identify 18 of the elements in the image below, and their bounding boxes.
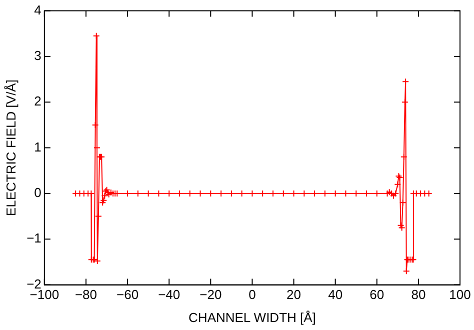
- x-tick-label: 60: [370, 287, 384, 302]
- x-tick-label: 20: [286, 287, 302, 302]
- y-tick-label: −1: [26, 230, 42, 246]
- y-tick-label: 4: [34, 2, 42, 18]
- x-tick-label: −40: [158, 287, 180, 302]
- x-tick-label: 100: [449, 287, 471, 302]
- x-tick-label: 40: [328, 287, 343, 302]
- x-axis-title: CHANNEL WIDTH [Å]: [188, 310, 316, 325]
- x-tick-label: −80: [74, 287, 98, 302]
- x-tick-label: 80: [411, 287, 426, 302]
- x-tick-label: −20: [200, 287, 222, 302]
- y-axis-title: ELECTRIC FIELD [V/Å]: [3, 80, 18, 216]
- y-tick-label: 3: [34, 48, 42, 64]
- x-tick-label: −60: [116, 287, 139, 302]
- y-tick-label: 2: [34, 94, 42, 109]
- y-tick-label: 1: [34, 139, 42, 154]
- y-tick-label: 0: [34, 185, 42, 200]
- x-tick-label: 0: [248, 287, 256, 302]
